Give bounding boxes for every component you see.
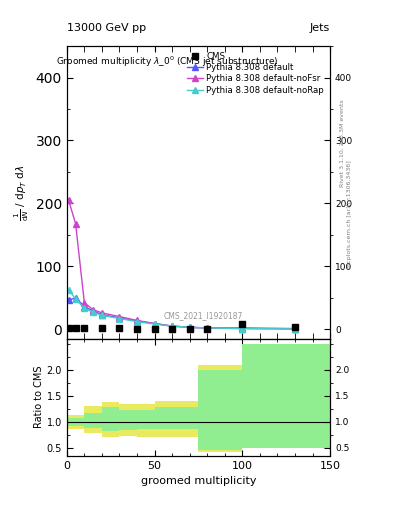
Pythia 8.308 default bbox=[170, 323, 174, 329]
Pythia 8.308 default-noFsr bbox=[170, 323, 174, 329]
CMS bbox=[293, 324, 298, 330]
Pythia 8.308 default-noRap bbox=[73, 296, 78, 302]
Pythia 8.308 default bbox=[117, 315, 122, 321]
Pythia 8.308 default-noRap bbox=[135, 318, 140, 325]
CMS bbox=[73, 325, 78, 331]
CMS bbox=[152, 326, 157, 332]
Line: Pythia 8.308 default-noFsr: Pythia 8.308 default-noFsr bbox=[66, 198, 298, 332]
Pythia 8.308 default-noFsr bbox=[91, 307, 95, 313]
Line: Pythia 8.308 default-noRap: Pythia 8.308 default-noRap bbox=[66, 287, 298, 332]
Pythia 8.308 default-noRap bbox=[187, 324, 192, 330]
CMS bbox=[205, 326, 209, 332]
Pythia 8.308 default-noFsr bbox=[117, 313, 122, 319]
Text: Jets: Jets bbox=[310, 23, 330, 33]
Pythia 8.308 default-noFsr bbox=[66, 197, 71, 203]
Pythia 8.308 default-noRap bbox=[66, 287, 71, 293]
Pythia 8.308 default-noFsr bbox=[73, 221, 78, 227]
Pythia 8.308 default bbox=[205, 325, 209, 331]
Pythia 8.308 default-noFsr bbox=[152, 321, 157, 327]
Pythia 8.308 default-noFsr bbox=[293, 326, 298, 332]
CMS bbox=[99, 325, 104, 331]
Pythia 8.308 default-noRap bbox=[99, 312, 104, 318]
Pythia 8.308 default-noRap bbox=[91, 309, 95, 315]
Text: Rivet 3.1.10, ≥ 3.3M events: Rivet 3.1.10, ≥ 3.3M events bbox=[340, 99, 345, 187]
Y-axis label: Ratio to CMS: Ratio to CMS bbox=[34, 366, 44, 429]
Pythia 8.308 default bbox=[293, 326, 298, 332]
Pythia 8.308 default-noRap bbox=[293, 326, 298, 332]
Line: Pythia 8.308 default: Pythia 8.308 default bbox=[66, 295, 298, 331]
Text: Groomed multiplicity $\lambda\_0^0$ (CMS jet substructure): Groomed multiplicity $\lambda\_0^0$ (CMS… bbox=[55, 55, 278, 69]
Pythia 8.308 default bbox=[91, 308, 95, 314]
Pythia 8.308 default bbox=[66, 297, 71, 303]
CMS bbox=[187, 326, 192, 332]
Pythia 8.308 default bbox=[82, 304, 87, 310]
Y-axis label: $\frac{1}{\mathrm{d}N}$ / $\mathrm{d}p_T$ $\mathrm{d}\lambda$: $\frac{1}{\mathrm{d}N}$ / $\mathrm{d}p_T… bbox=[13, 164, 31, 221]
Legend: CMS, Pythia 8.308 default, Pythia 8.308 default-noFsr, Pythia 8.308 default-noRa: CMS, Pythia 8.308 default, Pythia 8.308 … bbox=[185, 50, 326, 96]
Pythia 8.308 default bbox=[135, 318, 140, 324]
Pythia 8.308 default-noRap bbox=[205, 325, 209, 331]
Pythia 8.308 default-noFsr bbox=[187, 324, 192, 330]
Line: CMS: CMS bbox=[66, 322, 298, 331]
Pythia 8.308 default bbox=[73, 295, 78, 301]
CMS bbox=[135, 326, 140, 332]
CMS bbox=[82, 325, 87, 331]
Pythia 8.308 default-noFsr bbox=[135, 317, 140, 324]
CMS bbox=[117, 325, 122, 331]
CMS bbox=[66, 325, 71, 331]
Pythia 8.308 default-noFsr bbox=[240, 326, 245, 332]
Pythia 8.308 default bbox=[99, 312, 104, 318]
Pythia 8.308 default-noRap bbox=[82, 305, 87, 311]
Pythia 8.308 default-noRap bbox=[240, 326, 245, 332]
Text: 13000 GeV pp: 13000 GeV pp bbox=[67, 23, 146, 33]
Pythia 8.308 default bbox=[187, 324, 192, 330]
Pythia 8.308 default bbox=[152, 321, 157, 327]
Pythia 8.308 default bbox=[240, 325, 245, 331]
Pythia 8.308 default-noRap bbox=[152, 321, 157, 327]
Pythia 8.308 default-noFsr bbox=[205, 325, 209, 331]
CMS bbox=[240, 321, 245, 327]
Pythia 8.308 default-noFsr bbox=[82, 300, 87, 306]
X-axis label: groomed multiplicity: groomed multiplicity bbox=[141, 476, 256, 486]
Pythia 8.308 default-noRap bbox=[170, 323, 174, 329]
Text: CMS_2021_I1920187: CMS_2021_I1920187 bbox=[164, 311, 243, 320]
Text: mcplots.cern.ch [arXiv:1306.3436]: mcplots.cern.ch [arXiv:1306.3436] bbox=[347, 161, 352, 269]
Pythia 8.308 default-noFsr bbox=[99, 310, 104, 316]
Pythia 8.308 default-noRap bbox=[117, 315, 122, 322]
CMS bbox=[170, 326, 174, 332]
